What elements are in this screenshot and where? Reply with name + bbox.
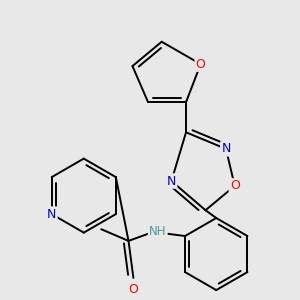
- Text: NH: NH: [149, 225, 166, 238]
- Text: O: O: [128, 283, 138, 296]
- Text: O: O: [196, 58, 206, 70]
- Text: N: N: [167, 175, 176, 188]
- Text: O: O: [230, 179, 240, 192]
- Text: N: N: [47, 208, 56, 220]
- Text: N: N: [221, 142, 231, 155]
